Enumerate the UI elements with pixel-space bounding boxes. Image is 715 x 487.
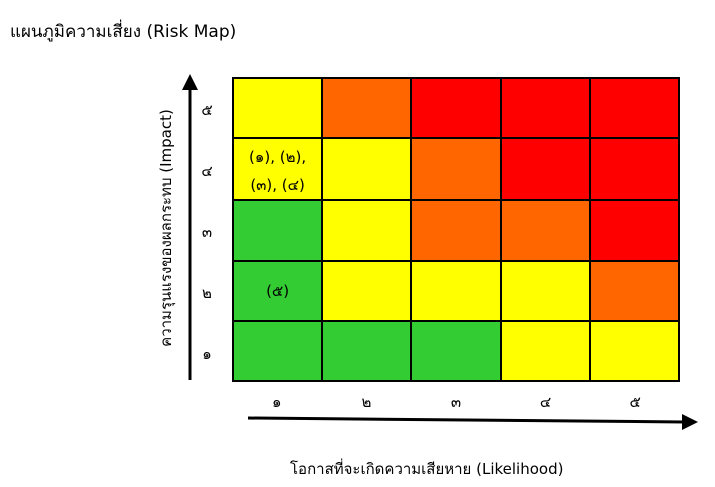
risk-cell-impact-5-likelihood-4	[500, 78, 590, 139]
x-tick-5: ๕	[629, 393, 641, 411]
risk-cell-impact-3-likelihood-1	[233, 200, 323, 261]
page-title: แผนภูมิความเสี่ยง (Risk Map)	[10, 22, 237, 42]
risk-cell-impact-4-likelihood-2	[322, 138, 412, 201]
risk-cell-impact-3-likelihood-5	[589, 200, 679, 261]
y-axis-arrow	[182, 74, 198, 380]
x-tick-2: ๒	[361, 393, 372, 411]
risk-cell-impact-1-likelihood-1	[233, 320, 323, 381]
x-axis-arrow	[247, 414, 698, 430]
risk-cell-impact-2-likelihood-2	[322, 260, 412, 321]
y-tick-3: ๓	[201, 223, 213, 241]
risk-cell-impact-1-likelihood-2	[322, 320, 412, 381]
risk-cell-impact-3-likelihood-3	[411, 200, 501, 261]
risk-cell-impact-2-likelihood-5	[589, 260, 679, 321]
x-tick-3: ๓	[450, 393, 462, 411]
x-tick-4: ๔	[539, 393, 552, 411]
y-axis-label: ความรุนแรงของผลกระทบ (Impact)	[157, 109, 175, 347]
risk-cell-impact-2-likelihood-4	[500, 260, 590, 321]
risk-cell-impact-5-likelihood-5	[589, 78, 679, 139]
y-tick-5: ๕	[201, 101, 213, 119]
risk-cell-impact-3-likelihood-2	[322, 200, 412, 261]
risk-cell-impact-5-likelihood-1	[233, 78, 323, 139]
risk-cell-impact-5-likelihood-2	[322, 78, 412, 139]
y-tick-2: ๒	[202, 284, 212, 302]
y-tick-1: ๑	[202, 345, 212, 363]
risk-cell-impact-4-likelihood-5	[589, 138, 679, 201]
risk-cell-impact-1-likelihood-4	[500, 320, 590, 381]
x-tick-1: ๑	[272, 393, 282, 411]
risk-cell-impact-4-likelihood-1: (๑), (๒), (๓), (๔)	[233, 138, 323, 201]
risk-cell-impact-5-likelihood-3	[411, 78, 501, 139]
risk-cell-impact-4-likelihood-4	[500, 138, 590, 201]
risk-cell-impact-3-likelihood-4	[500, 200, 590, 261]
x-axis-label: โอกาสที่จะเกิดความเสียหาย (Likelihood)	[290, 460, 564, 478]
risk-cell-impact-1-likelihood-5	[589, 320, 679, 381]
y-tick-4: ๔	[201, 162, 213, 180]
risk-cell-impact-2-likelihood-3	[411, 260, 501, 321]
risk-cell-impact-4-likelihood-3	[411, 138, 501, 201]
risk-matrix-grid: (๑), (๒), (๓), (๔) (๕)	[232, 77, 680, 382]
risk-cell-impact-2-likelihood-1: (๕)	[233, 260, 323, 321]
risk-cell-impact-1-likelihood-3	[411, 320, 501, 381]
